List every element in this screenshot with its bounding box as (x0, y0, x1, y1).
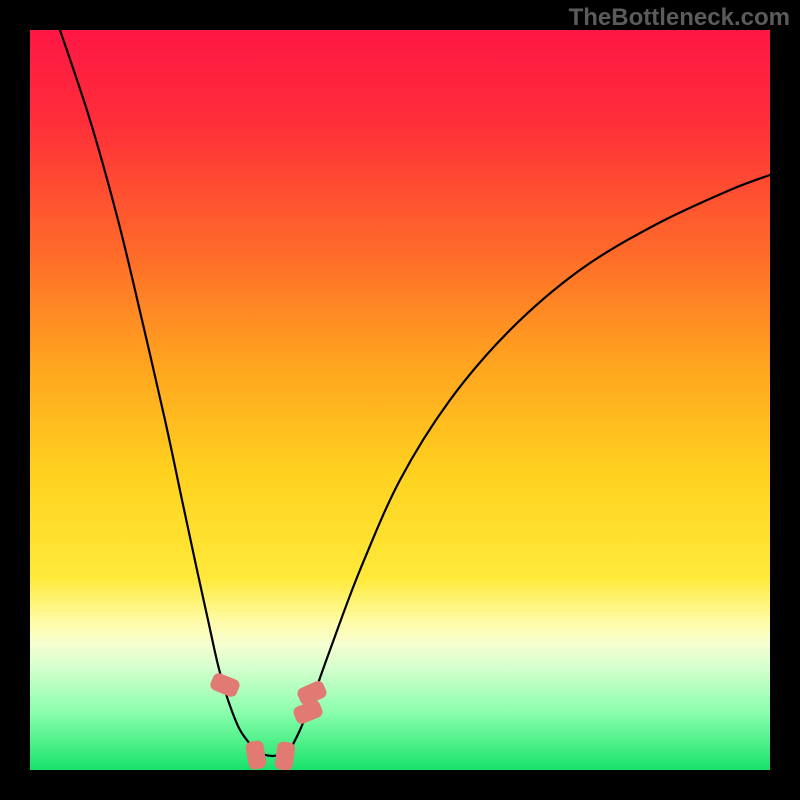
watermark-text: TheBottleneck.com (569, 4, 790, 32)
chart-frame: TheBottleneck.com (0, 0, 800, 800)
gradient-background (30, 30, 770, 770)
plot-svg (30, 30, 770, 770)
plot-area (30, 30, 770, 770)
